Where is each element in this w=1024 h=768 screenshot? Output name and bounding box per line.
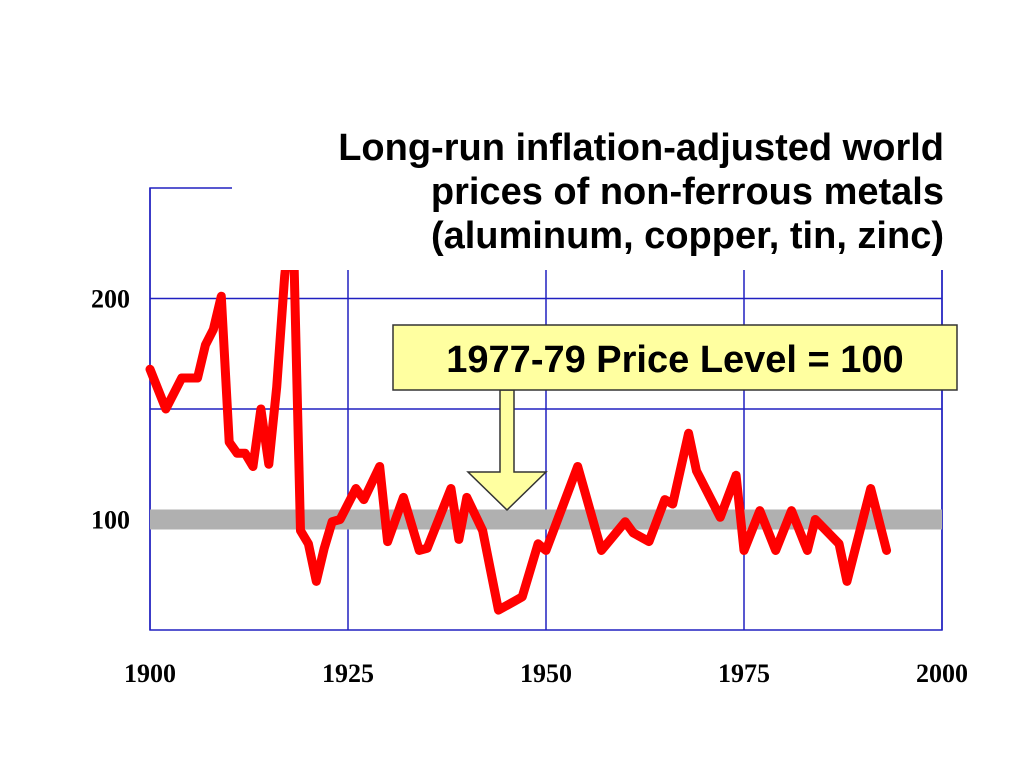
y-tick-label: 100 [91, 506, 130, 535]
data-layer [145, 196, 942, 615]
arrow [466, 389, 548, 512]
annotation: 1977-79 Price Level = 100 [446, 339, 903, 381]
x-tick-label: 2000 [916, 659, 968, 688]
data-line [145, 196, 892, 615]
chart-title: Long-run inflation-adjusted world [338, 127, 944, 169]
x-tick-label: 1975 [718, 659, 770, 688]
chart-title: prices of non-ferrous metals [431, 171, 944, 213]
title-background [232, 120, 952, 270]
x-tick-label: 1925 [322, 659, 374, 688]
y-tick-label: 200 [91, 285, 130, 314]
x-tick-label: 1900 [124, 659, 176, 688]
chart-title: (aluminum, copper, tin, zinc) [431, 215, 944, 257]
annotation-box [392, 324, 958, 391]
x-tick-label: 1950 [520, 659, 572, 688]
